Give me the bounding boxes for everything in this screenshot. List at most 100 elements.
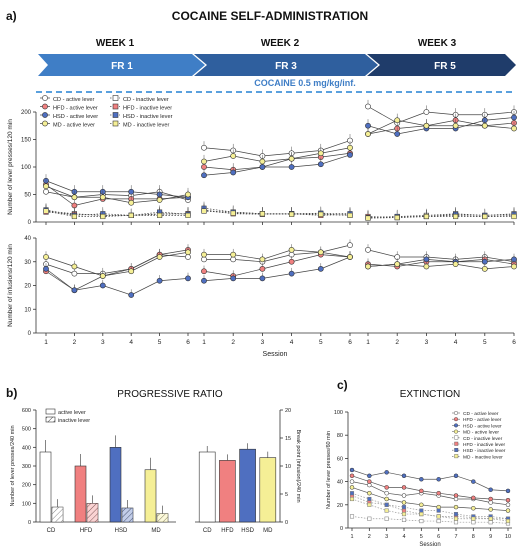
y-tick-label: 100 [21,165,32,171]
data-point [505,508,511,513]
data-point [511,125,517,132]
data-point [401,473,407,479]
x-tick-label: 1 [350,534,353,540]
extinction-title: EXTINCTION [400,389,461,400]
x-tick-label: 5 [420,534,423,540]
data-point [511,213,517,220]
data-point [365,263,371,270]
fr-banner: FR 1 FR 3 FR 5 [38,54,516,76]
data-point [201,208,207,214]
data-point [419,477,424,482]
legend-marker [454,411,459,416]
data-point [43,208,49,214]
data-point [347,212,353,218]
data-point [471,520,476,525]
data-point [471,506,476,511]
y-axis-label: Number of lever presses/60 min [326,431,332,509]
y-tick-label: 40 [24,236,31,242]
x-tick-label: 4 [129,339,133,346]
legend-label: HSD - active lever [463,423,502,429]
dose-label: COCAINE 0.5 mg/kg/inf. [254,78,356,88]
x-tick-label: 6 [186,339,190,346]
legend-marker [112,95,119,101]
data-point [488,487,493,492]
data-point [99,282,106,289]
week-label-2: WEEK 2 [261,38,300,49]
y-tick-label: 5 [285,492,288,498]
legend-label: HFD - inactive lever [123,106,172,112]
week-label-3: WEEK 3 [418,38,457,49]
data-point [349,479,355,484]
x-tick-label: 6 [348,339,352,346]
data-point [71,194,78,201]
series-line [367,249,515,263]
fr-label-3: FR 5 [434,61,456,72]
data-point [201,158,207,165]
data-point [71,270,78,277]
y-axis-label: Break point (infusion)/240 min [295,429,301,502]
data-point [201,144,207,151]
legend-label: CD - active lever [463,411,499,417]
legend-marker [112,103,119,110]
x-tick-label: MD [151,528,161,534]
x-tick-label: 6 [512,339,516,346]
data-point [423,109,430,115]
data-point [156,277,163,284]
legend-label: HFD - active lever [463,417,502,423]
legend-label: CD - inactive lever [463,436,503,442]
data-point [384,485,389,490]
data-point [453,493,459,498]
y-tick-label: 200 [21,110,32,116]
x-tick-label: 1 [366,339,370,346]
fr-segment-1 [38,54,205,76]
data-point [43,183,49,190]
x-axis-label: Session [263,351,288,358]
data-point [43,188,49,195]
series-line [351,492,509,520]
data-point [384,490,389,496]
x-tick-label: HFD [221,528,234,534]
data-point [401,500,407,505]
data-point [505,502,511,508]
x-tick-label: MD [263,528,273,534]
legend-marker [112,120,119,127]
data-point [365,246,371,253]
data-point [471,516,476,521]
x-tick-label: CD [47,528,56,534]
data-point [157,212,163,218]
data-point [365,131,371,137]
data-point [185,212,191,218]
data-point [423,213,429,220]
data-point [419,518,424,524]
data-point [453,213,459,220]
bar-inactive-tint [157,513,168,522]
series-line [203,152,351,171]
y-tick-label: 20 [337,503,343,509]
bar-breakpoint [259,457,277,523]
data-point [453,516,459,521]
x-tick-label: 1 [202,339,206,346]
data-point [347,242,353,249]
data-point [453,473,459,479]
data-point [419,488,424,494]
legend-marker [42,103,48,110]
bar-active [39,451,52,523]
y-tick-label: 10 [24,307,31,313]
data-point [230,210,236,216]
x-tick-label: 3 [101,339,105,346]
y-tick-label: 30 [24,260,31,266]
data-point [349,467,355,473]
bar-active [74,465,87,523]
data-point [317,150,324,157]
y-tick-label: 400 [22,445,31,451]
y-tick-label: 10 [285,464,291,470]
data-point [185,191,191,198]
series-line [203,140,351,157]
y-tick-label: 0 [28,220,32,226]
x-tick-label: 6 [437,534,440,540]
series-line [203,210,351,216]
data-point [482,213,488,220]
data-point [230,251,237,258]
data-point [419,508,424,513]
data-point [156,254,163,260]
